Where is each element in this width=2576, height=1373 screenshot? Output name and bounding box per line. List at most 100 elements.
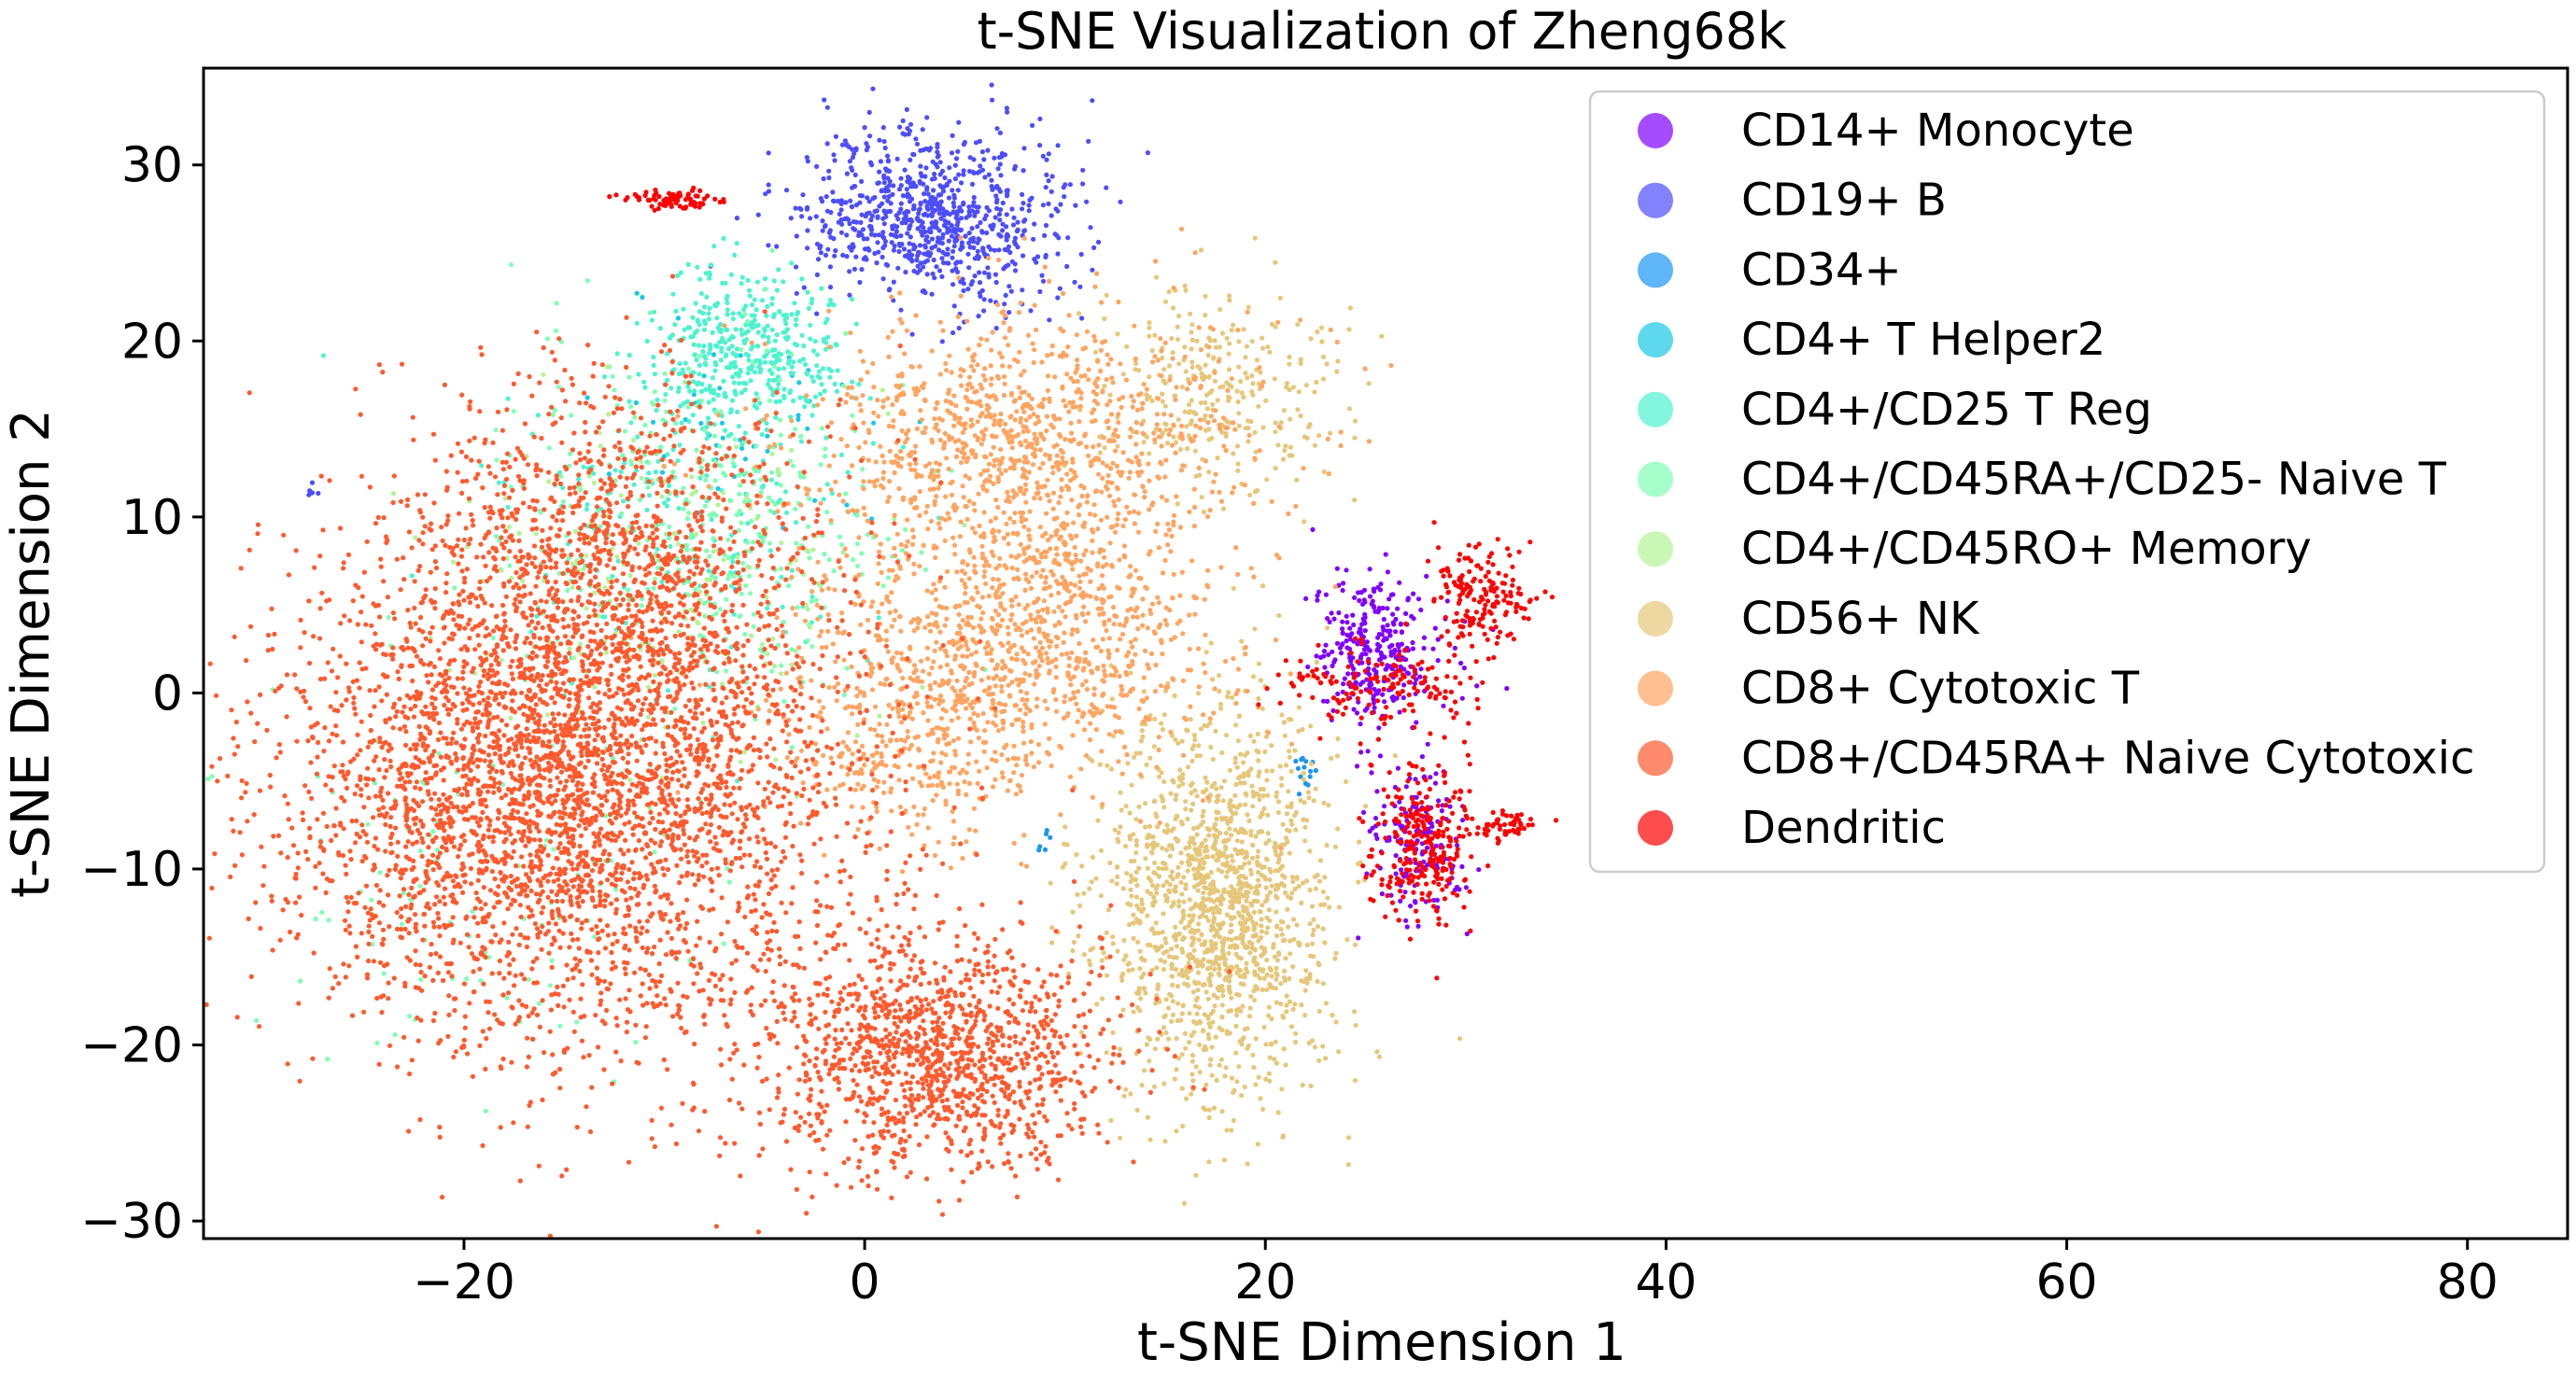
data-point <box>821 366 826 371</box>
data-point <box>1107 860 1113 866</box>
data-point <box>1414 794 1419 800</box>
data-point <box>1108 357 1114 362</box>
data-point <box>712 575 718 581</box>
data-point <box>1134 882 1140 889</box>
data-point <box>1044 511 1049 516</box>
data-point <box>1333 1019 1339 1025</box>
data-point <box>313 916 318 922</box>
data-point <box>1175 814 1180 820</box>
data-point <box>1037 288 1043 295</box>
data-point <box>865 195 870 201</box>
data-point <box>1185 852 1191 858</box>
data-point <box>1280 1133 1286 1139</box>
data-point <box>1138 391 1144 397</box>
data-point <box>1159 793 1164 799</box>
data-point <box>1229 995 1234 1001</box>
data-point <box>774 332 780 338</box>
data-point <box>1022 217 1028 223</box>
data-point <box>988 246 993 252</box>
data-point <box>741 307 747 313</box>
data-point <box>1178 819 1184 825</box>
data-point <box>1124 343 1130 349</box>
data-point <box>1283 763 1289 768</box>
data-point <box>854 733 860 738</box>
data-point <box>1021 524 1027 529</box>
data-point <box>694 357 699 363</box>
data-point <box>949 150 955 156</box>
data-point <box>1397 649 1402 654</box>
data-point <box>730 460 737 467</box>
data-point <box>914 141 921 147</box>
data-point <box>718 357 724 363</box>
data-point <box>1161 412 1167 417</box>
data-point <box>1320 926 1326 932</box>
data-point <box>859 178 865 184</box>
data-point <box>1156 865 1161 871</box>
data-point <box>1012 239 1018 245</box>
data-point <box>730 316 737 322</box>
data-point <box>1223 838 1229 844</box>
data-point <box>1032 431 1037 437</box>
data-point <box>1160 930 1165 935</box>
data-point <box>931 257 936 263</box>
data-point <box>781 698 787 705</box>
data-point <box>770 636 776 642</box>
data-point <box>1356 862 1361 867</box>
data-point <box>1178 919 1184 925</box>
data-point <box>1205 1014 1211 1019</box>
data-point <box>626 399 632 404</box>
data-point <box>937 371 944 377</box>
data-point <box>921 264 926 270</box>
data-point <box>1183 806 1189 812</box>
data-point <box>1264 958 1270 963</box>
data-point <box>1173 884 1178 890</box>
data-point <box>919 417 924 423</box>
data-point <box>1434 897 1440 904</box>
data-point <box>796 380 802 385</box>
data-point <box>1140 734 1146 739</box>
data-point <box>1304 435 1310 441</box>
data-point <box>734 241 739 246</box>
data-point <box>1190 801 1196 807</box>
data-point <box>896 485 902 492</box>
data-point <box>814 352 821 357</box>
data-point <box>918 171 923 176</box>
data-point <box>1079 315 1085 321</box>
data-point <box>1154 890 1160 896</box>
data-point <box>1043 222 1049 229</box>
data-point <box>913 313 919 318</box>
data-point <box>953 215 959 220</box>
data-point <box>1463 885 1469 890</box>
data-point <box>1141 382 1147 387</box>
data-point <box>1133 876 1138 883</box>
data-point <box>891 279 896 285</box>
data-point <box>697 371 702 377</box>
data-point <box>1189 322 1195 328</box>
data-point <box>753 391 759 397</box>
data-point <box>665 497 671 502</box>
data-point <box>866 199 872 204</box>
data-point <box>1120 371 1126 377</box>
data-point <box>647 310 653 315</box>
data-point <box>686 511 692 516</box>
data-point <box>1148 842 1155 848</box>
data-point <box>965 287 971 292</box>
data-point <box>1151 1084 1158 1089</box>
data-point <box>859 267 865 273</box>
data-point <box>761 333 767 339</box>
data-point <box>831 152 837 158</box>
data-point <box>905 517 910 523</box>
data-point <box>622 428 628 434</box>
data-point <box>479 463 485 469</box>
data-point <box>1223 430 1229 436</box>
data-point <box>781 279 786 285</box>
data-point <box>963 473 968 479</box>
data-point <box>737 508 742 514</box>
data-point <box>1228 922 1234 928</box>
data-point <box>1276 612 1282 619</box>
data-point <box>1336 1049 1342 1055</box>
data-point <box>1147 1137 1153 1142</box>
data-point <box>1325 616 1330 622</box>
data-point <box>1198 400 1204 406</box>
data-point <box>1155 984 1161 989</box>
